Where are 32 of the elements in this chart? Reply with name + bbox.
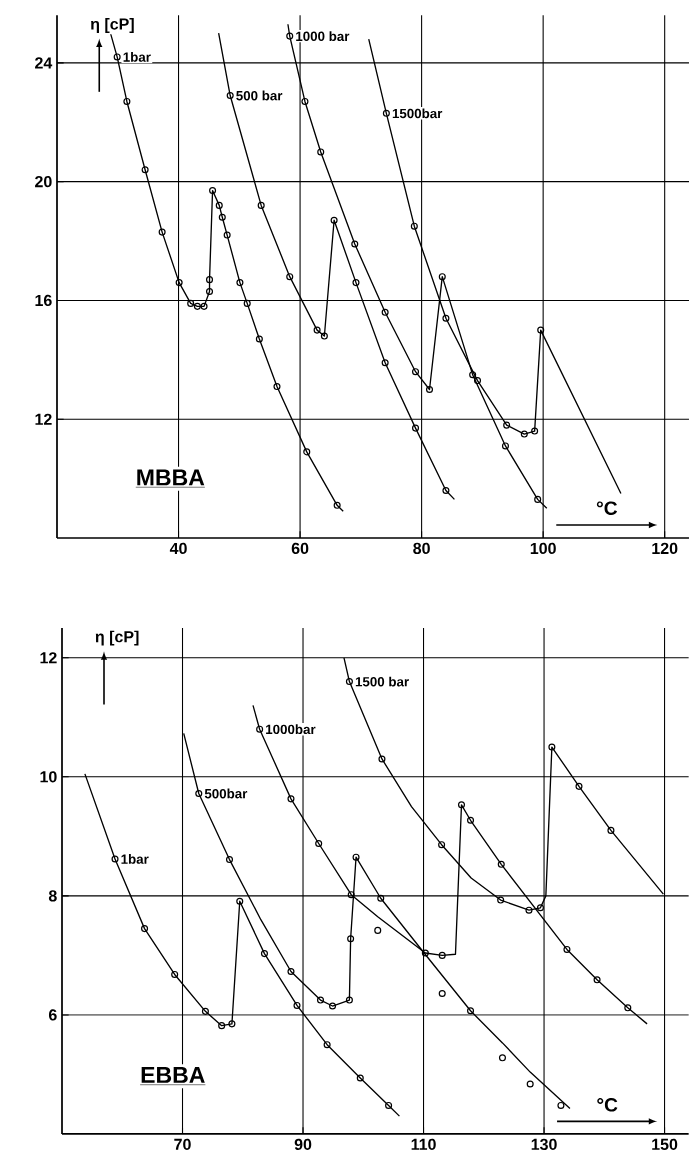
- y-tick-label: 24: [35, 57, 53, 69]
- x-tick-label: 80: [413, 542, 430, 555]
- series-label: 1000 bar: [296, 31, 350, 42]
- series-label: 1000bar: [266, 724, 316, 735]
- y-tick-label: 12: [35, 413, 52, 425]
- y-axis-title: η [cP]: [95, 630, 139, 646]
- y-tick-label: 12: [40, 652, 57, 664]
- x-tick-label: 120: [652, 542, 678, 555]
- x-tick-label: 130: [531, 1138, 557, 1151]
- x-tick-label: 40: [169, 542, 187, 555]
- series-label: 1500bar: [392, 108, 443, 119]
- x-tick-label: 70: [174, 1138, 191, 1151]
- y-tick-label: 6: [48, 1009, 57, 1021]
- x-tick-label: 60: [291, 542, 309, 555]
- x-axis-title: °C: [596, 501, 618, 515]
- series-label: 1bar: [121, 854, 149, 864]
- series-label: 1bar: [123, 52, 151, 62]
- series-label: 500 bar: [236, 90, 283, 101]
- y-tick-label: 10: [40, 771, 57, 783]
- x-tick-label: 90: [294, 1138, 312, 1151]
- x-axis-title: °C: [597, 1097, 618, 1112]
- annotation: EBBA: [141, 1067, 205, 1083]
- series-label: 1500 bar: [355, 676, 409, 687]
- x-tick-label: 150: [652, 1138, 678, 1151]
- y-axis-title: η [cP]: [91, 17, 134, 33]
- series-label: 500bar: [204, 788, 248, 799]
- x-tick-label: 110: [411, 1138, 436, 1151]
- y-tick-label: 20: [35, 175, 52, 188]
- x-tick-label: 100: [530, 542, 556, 555]
- annotation: MBBA: [137, 469, 205, 486]
- y-tick-label: 16: [35, 294, 52, 307]
- y-tick-label: 8: [48, 890, 57, 902]
